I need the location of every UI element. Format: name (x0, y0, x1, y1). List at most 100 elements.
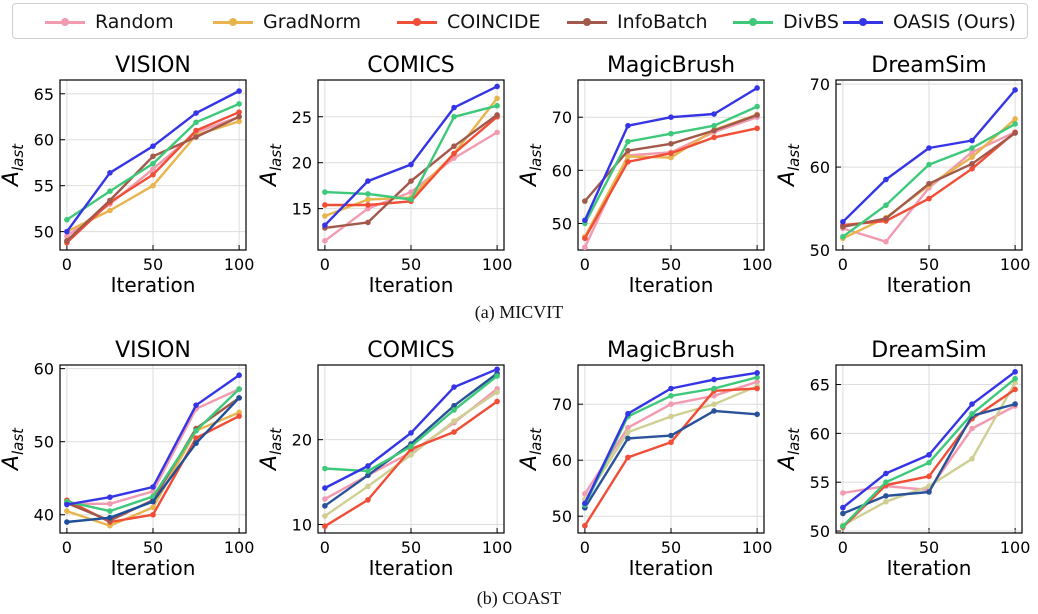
series-divbs-point (668, 130, 674, 137)
y-tick-label: 70 (552, 395, 572, 414)
x-axis-label: Iteration (111, 556, 196, 580)
series-coincide-point (625, 454, 631, 461)
y-tick-label: 10 (292, 516, 312, 535)
series-1-point (969, 455, 975, 462)
legend-item-coincide: COINCIDE (397, 9, 541, 35)
series-1-point (322, 513, 328, 519)
x-tick-label: 100 (224, 255, 255, 274)
series-coincide-point (754, 385, 760, 392)
series-coincide-point (668, 150, 674, 157)
series-coincide-point (451, 150, 457, 157)
series-oasis-ours-point (840, 219, 846, 225)
series-gradnorm-point (365, 196, 371, 203)
x-tick-label: 50 (661, 538, 681, 557)
series-coincide-point (150, 511, 156, 518)
series-divbs-point (365, 468, 371, 474)
series-infobatch-point (494, 112, 500, 118)
series-3-point (451, 402, 457, 409)
chart-6-magicbrush: MagicBrush 0 50 100 50 60 70 Iteration Alast (517, 338, 772, 580)
series-gradnorm-point (322, 213, 328, 219)
legend-item-random: Random (45, 9, 174, 35)
legend-item-divbs: DivBS (733, 9, 839, 35)
x-tick-label: 0 (62, 538, 72, 557)
series-random-point (582, 244, 588, 251)
series-random-point (668, 401, 674, 408)
y-tick-label: 50 (34, 433, 54, 452)
series-coincide-point (711, 134, 717, 141)
series-divbs-point (408, 196, 414, 203)
series-divbs-point (408, 443, 414, 450)
series-divbs-point (365, 191, 371, 197)
series-6-point (150, 498, 156, 505)
x-tick-label: 100 (482, 538, 513, 557)
chart-3-dreamsim: DreamSim 0 50 100 50 60 70 Iteration Alast (775, 53, 1030, 297)
series-3-point (322, 503, 328, 509)
y-tick-label: 55 (810, 473, 830, 492)
y-tick-label: 60 (552, 451, 572, 470)
series-infobatch-point (668, 140, 674, 147)
series-1-point (883, 498, 889, 505)
legend-item-infobatch: InfoBatch (567, 9, 708, 35)
y-tick-label: 50 (810, 241, 830, 260)
series-1-point (451, 418, 457, 424)
legend-item-oasis: OASIS (Ours) (843, 9, 1016, 35)
series-oasis-ours-point (969, 401, 975, 407)
y-axis-label: Alast (0, 143, 27, 188)
series-coincide-point (193, 127, 199, 134)
x-tick-label: 0 (580, 538, 590, 557)
series-divbs-point (1012, 121, 1018, 127)
series-random-point (969, 425, 975, 432)
x-tick-label: 0 (580, 255, 590, 274)
y-tick-label: 20 (292, 154, 312, 173)
series-oasis-ours-point (969, 137, 975, 144)
series-random-point (711, 393, 717, 399)
series-coincide-point (668, 439, 674, 446)
legend-swatch-coincide (397, 17, 437, 26)
series-divbs-point (969, 411, 975, 417)
series-infobatch-point (193, 134, 199, 140)
x-tick-label: 100 (742, 538, 773, 557)
x-tick-label: 100 (1000, 538, 1031, 557)
series-oasis-ours-point (668, 385, 674, 392)
series-3-point (625, 435, 631, 442)
series-divbs-point (883, 202, 889, 209)
series-oasis-ours-point (625, 122, 631, 129)
y-tick-label: 55 (34, 177, 54, 196)
series-3-point (1012, 401, 1018, 407)
series-divbs-point (193, 427, 199, 434)
chart-title: MagicBrush (607, 338, 735, 363)
chart-5-comics: COMICS 0 50 100 10 20 Iteration Alast (257, 338, 512, 580)
legend-swatch-infobatch (567, 17, 607, 26)
series-oasis-ours-point (64, 501, 70, 508)
x-tick-label: 0 (320, 538, 330, 557)
series-oasis-ours-point (711, 111, 717, 117)
chart-title: DreamSim (871, 53, 986, 78)
series-oasis-ours-point (193, 110, 199, 116)
x-tick-label: 50 (401, 538, 421, 557)
series-coincide-point (582, 522, 588, 529)
series-infobatch-point (236, 113, 242, 120)
y-tick-label: 50 (34, 223, 54, 242)
series-gradnorm-point (150, 182, 156, 189)
series-1-point (711, 401, 717, 408)
series-3-point (711, 408, 717, 414)
series-infobatch-point (582, 198, 588, 204)
x-tick-label: 100 (742, 255, 773, 274)
series-divbs-point (926, 161, 932, 168)
series-divbs-point (64, 216, 70, 223)
series-oasis-ours-point (668, 114, 674, 120)
series-oasis-ours-point (150, 143, 156, 149)
y-axis-label: Alast (0, 427, 27, 472)
chart-title: MagicBrush (607, 53, 735, 78)
series-divbs-point (668, 393, 674, 399)
series-1-point (625, 429, 631, 436)
plot-frame (577, 364, 765, 534)
legend-swatch-oasis (843, 17, 883, 26)
series-oasis-ours-point (883, 470, 889, 477)
series-random-point (322, 496, 328, 502)
series-coincide-point (322, 523, 328, 530)
y-tick-label: 60 (552, 161, 572, 180)
series-infobatch-point (625, 147, 631, 154)
y-tick-label: 40 (34, 506, 54, 525)
